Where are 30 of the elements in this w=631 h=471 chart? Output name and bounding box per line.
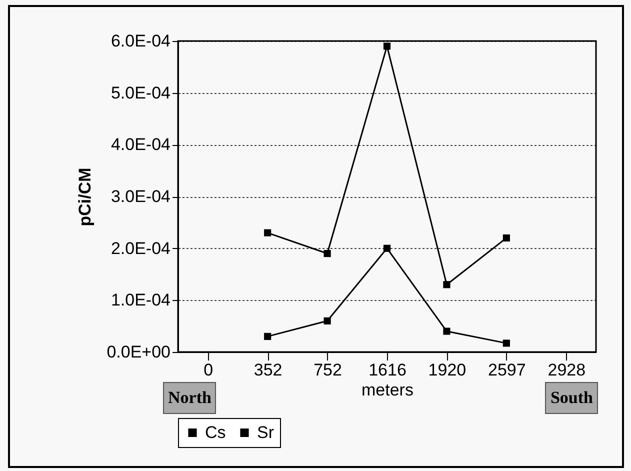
legend-label: Sr (257, 422, 274, 442)
x-tick-label: 2597 (488, 360, 526, 380)
point (383, 244, 391, 252)
x-tick-label: 352 (254, 360, 282, 380)
point (264, 229, 272, 236)
x-tick-label: 2928 (548, 360, 586, 380)
y-tick-label: 3.0E-04 (110, 187, 170, 206)
x-tick-label: 0 (204, 360, 214, 380)
point (383, 42, 391, 50)
y-tick-label: 1.0E-04 (110, 290, 170, 310)
x-tick-label: 1920 (428, 360, 466, 380)
point (324, 250, 331, 258)
y-axis-title: pCi/CM (76, 168, 95, 226)
y-tick-label: 4.0E-04 (110, 135, 170, 154)
point (324, 317, 331, 324)
y-tick-label: 2.0E-04 (110, 238, 170, 258)
y-tick-label: 5.0E-04 (110, 83, 170, 102)
y-tick-label: 0.0E+00 (106, 342, 170, 362)
point (502, 340, 510, 347)
x-axis-title: meters (362, 380, 414, 400)
point (443, 281, 450, 288)
x-tick-label: 752 (314, 360, 342, 380)
point (264, 332, 272, 340)
point (443, 328, 450, 335)
x-tick-label: 1616 (368, 360, 406, 380)
y-tick-label: 6.0E-04 (110, 32, 170, 50)
text: South (545, 382, 598, 414)
point (502, 234, 510, 242)
text: North (163, 382, 216, 414)
legend-label: Cs (205, 422, 226, 442)
